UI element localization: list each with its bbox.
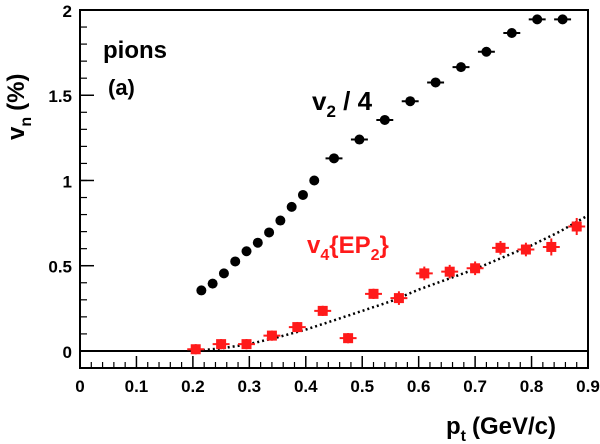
data-point-v4 [343,333,354,344]
y-tick-label: 1.5 [48,87,72,106]
data-point-v2 [230,256,241,267]
data-point-v2 [218,268,229,279]
x-tick-label: 0.5 [350,377,374,396]
data-point-v4 [520,244,531,255]
data-point-v4 [216,339,227,350]
data-point-v4 [444,266,455,277]
data-point-v2 [207,278,218,289]
data-point-v4 [190,344,201,355]
x-tick-label: 0.3 [238,377,262,396]
data-point-v2 [264,227,275,238]
x-tick-label: 0.8 [520,377,544,396]
series-label-v4-sub: 4 [320,247,329,264]
x-tick-label: 0.1 [125,377,149,396]
series-label-v4-end: } [380,232,389,259]
series-label-v4-main: v [307,232,321,259]
x-tick-label: 0.2 [181,377,205,396]
y-tick-label: 0 [63,343,72,362]
data-point-v2 [297,189,308,200]
data-point-v4 [292,322,303,333]
y-axis-title: vn (%) [3,74,35,140]
y-axis-title-main: v [3,126,30,140]
data-point-v4 [546,241,557,252]
y-axis-title-sub: n [18,117,35,127]
x-tick-label: 0 [75,377,84,396]
data-point-v4 [571,221,582,232]
data-point-v4 [495,242,506,253]
data-point-v2 [557,14,568,25]
series-label-v2-sub: 2 [326,102,335,121]
x-tick-label: 0.6 [407,377,431,396]
y-tick-label: 0.5 [48,258,72,277]
data-point-v2 [329,153,339,164]
y-axis-title-unit: (%) [3,74,30,111]
series-label-v2: v2 / 4 [312,86,373,121]
data-point-v4 [317,305,328,316]
plot-frame [79,9,589,369]
data-point-v2 [252,237,263,248]
x-axis-title-unit: (GeV/c) [472,413,556,440]
data-point-v2 [196,285,207,296]
x-axis-title-main: p [446,413,461,440]
panel-label: (a) [108,75,135,100]
series-label-v4-rest: {EP [329,232,370,259]
x-tick-label: 0.9 [576,377,600,396]
data-point-v4 [368,288,379,299]
axes: 0 0.1 0.2 0.3 0.4 0.5 0.6 0.7 0.8 0.9 0 0.5 1 1.5 2 [48,2,599,396]
series-label-v2-main: v [312,86,327,116]
x-tick-label: 0.4 [294,377,318,396]
data-point-v2 [430,77,441,88]
series-label-v4: v4{EP2} [307,232,389,264]
data-point-v4 [393,293,404,304]
y-tick-label: 1 [63,172,72,191]
y-tick-label: 2 [63,2,72,21]
species-label: pions [103,37,167,64]
data-point-v2 [456,62,466,73]
data-point-v2 [286,201,297,212]
x-tick-label: 0.7 [463,377,487,396]
series-label-v2-rest: / 4 [336,86,373,116]
data-point-v2 [354,134,365,145]
x-axis-title: pt (GeV/c) [446,413,556,444]
series-label-v4-sub2: 2 [371,247,380,264]
data-point-v2 [241,246,252,257]
data-point-v2 [405,96,416,107]
data-point-v2 [379,114,390,125]
data-point-v2 [532,14,543,25]
data-point-v4 [266,330,277,341]
data-point-v4 [470,263,481,274]
x-axis-title-sub: t [461,428,467,444]
data-point-v2 [275,215,286,226]
data-point-v2 [506,28,517,39]
data-point-v2 [481,46,492,57]
data-point-v4 [241,339,252,350]
data-point-v2 [309,175,320,186]
data-point-v4 [419,268,430,279]
chart-marks [80,14,589,355]
fit-curve [192,214,589,353]
